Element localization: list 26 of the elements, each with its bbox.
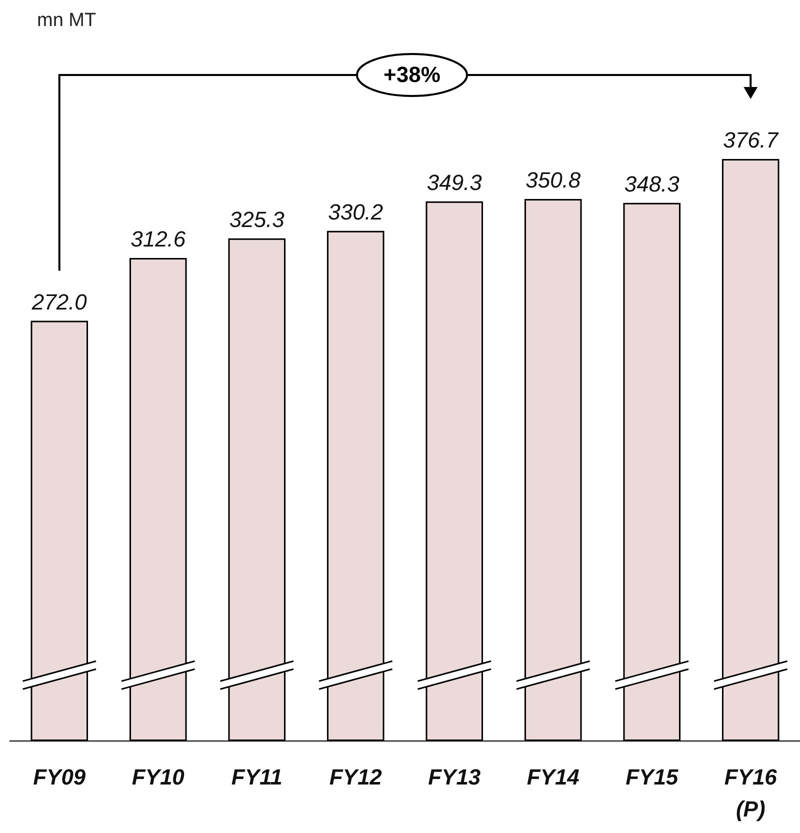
x-tick-label: FY10: [132, 764, 186, 790]
x-tick-label: FY12: [329, 764, 383, 790]
x-tick-label: FY09: [33, 764, 86, 790]
bar: [722, 159, 780, 741]
data-label: 325.3: [229, 206, 286, 232]
x-tick-label: FY15: [626, 764, 679, 790]
bar: [524, 199, 582, 741]
x-tick-label: FY11: [231, 764, 282, 790]
text: mn MT: [37, 10, 96, 32]
data-label: 272.0: [30, 289, 88, 314]
bar: [30, 320, 88, 741]
data-label: 376.7: [723, 128, 779, 152]
data-label: 348.3: [624, 171, 680, 196]
x-tick-label: FY13: [428, 764, 481, 790]
bar: [228, 238, 286, 741]
data-label: 350.8: [526, 168, 582, 193]
data-label: 330.2: [328, 199, 384, 224]
bar: [326, 230, 384, 741]
bar: [426, 201, 484, 741]
x-tick-label: FY14: [526, 764, 580, 790]
data-label: 312.6: [130, 226, 186, 252]
bar: [623, 202, 681, 741]
text: +38%: [384, 62, 440, 88]
x-tick-label: FY16 (P): [724, 764, 778, 822]
data-label: 349.3: [426, 170, 483, 195]
bar: [129, 258, 187, 741]
